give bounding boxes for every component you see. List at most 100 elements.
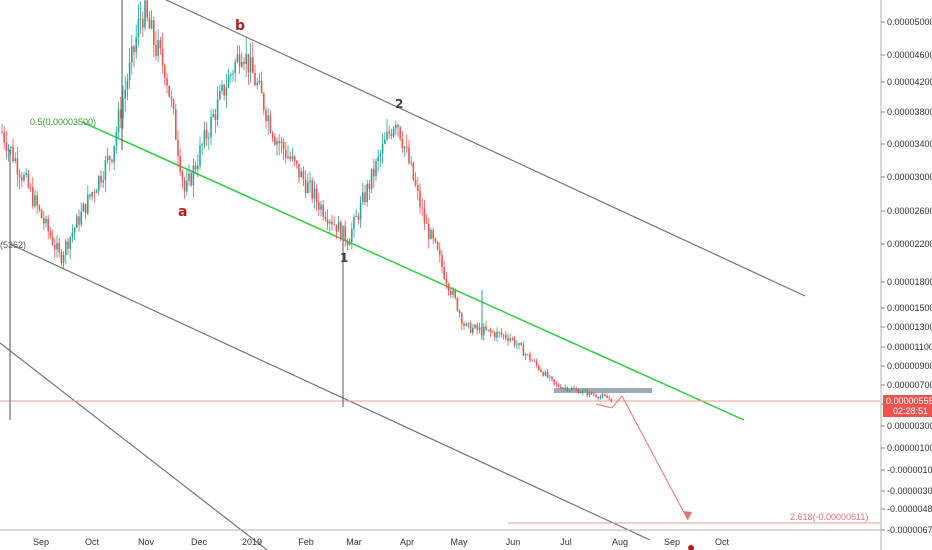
candle-body: [516, 344, 518, 346]
candle-body: [322, 204, 324, 217]
candle-body: [260, 80, 263, 94]
candle-body: [71, 232, 74, 238]
y-tick-label: 0.00001500: [887, 303, 932, 313]
candle-body: [458, 310, 461, 314]
candle-body: [131, 46, 133, 63]
projection-path[interactable]: [595, 395, 689, 521]
channel-middle-line[interactable]: [9, 243, 651, 541]
y-tick-label: 0.00001300: [887, 322, 932, 332]
candle-body: [307, 182, 309, 193]
candle-body: [311, 180, 313, 199]
candle-body: [166, 78, 168, 86]
candle-body: [128, 62, 131, 81]
candle-body: [456, 297, 459, 311]
y-tick-label: 0.00003400: [887, 139, 932, 149]
candle-body: [296, 160, 298, 164]
candle-body: [115, 131, 118, 146]
candle-body: [190, 173, 192, 186]
candle-body: [399, 127, 401, 139]
candle-body: [32, 187, 34, 207]
time-axis[interactable]: Sep Oct Nov Dec 2019 Feb Mar Apr May Jun Jul Aug Sep…: [33, 537, 730, 547]
y-tick-label: 0.00002600: [887, 206, 932, 216]
channel-upper-line[interactable]: [80, 0, 806, 297]
projection-arrowhead: [683, 511, 692, 520]
candle-body: [142, 18, 144, 28]
candle-body: [553, 379, 555, 384]
candle-body: [320, 204, 322, 210]
x-tick-label: May: [450, 537, 468, 547]
candle-body: [500, 332, 503, 335]
y-tick-label: -0.00000670: [887, 525, 932, 535]
candle-body: [397, 124, 399, 128]
support-zone-box[interactable]: [554, 388, 652, 393]
candle-body: [423, 208, 426, 223]
candle-body: [91, 192, 93, 197]
candle-body: [45, 218, 47, 224]
candle-body: [373, 168, 375, 177]
candle-body: [3, 132, 5, 143]
channel-lower-line[interactable]: [0, 250, 280, 550]
price-axis[interactable]: 0.00005000 0.00004600 0.00004200 0.00003800…: [881, 17, 932, 535]
candle-body: [509, 338, 511, 341]
candle-body: [84, 203, 87, 214]
y-tick-label: 0.00001100: [887, 342, 932, 352]
candle-body: [386, 131, 388, 140]
candle-body: [7, 147, 10, 152]
x-tick-label: Feb: [298, 537, 314, 547]
candle-body: [518, 343, 520, 345]
candle-body: [408, 147, 410, 164]
candle-body: [335, 224, 338, 232]
candle-body: [29, 187, 32, 189]
x-tick-label: Nov: [138, 537, 155, 547]
candle-body: [82, 203, 85, 212]
x-tick-label: Dec: [191, 537, 208, 547]
candle-body: [265, 110, 267, 122]
candle-body: [379, 154, 382, 157]
x-tick-label: Mar: [346, 537, 362, 547]
candle-body: [496, 332, 498, 338]
candle-body: [357, 215, 360, 220]
candle-body: [522, 345, 525, 356]
candle-body: [381, 143, 384, 154]
candle-body: [527, 354, 529, 355]
candle-body: [102, 180, 104, 183]
candle-body: [186, 181, 188, 192]
candle-body: [227, 75, 230, 88]
candle-body: [58, 243, 60, 253]
candle-body: [441, 255, 443, 268]
wave-label-b: b: [235, 18, 245, 34]
candle-body: [364, 192, 366, 203]
candle-body: [593, 394, 595, 396]
candle-body: [511, 338, 514, 339]
candle-body: [199, 145, 201, 166]
candle-body: [529, 354, 531, 361]
candle-body: [144, 0, 146, 28]
candle-body: [126, 80, 129, 90]
candle-body: [43, 218, 45, 224]
candle-body: [586, 390, 588, 395]
candle-body: [300, 171, 302, 178]
candle-body: [146, 0, 148, 18]
candle-body: [247, 54, 250, 73]
candle-body: [535, 361, 538, 366]
candle-body: [100, 175, 102, 183]
green-trendline[interactable]: [81, 121, 745, 421]
candle-body: [425, 222, 428, 224]
wave-label-a: a: [178, 204, 187, 220]
candle-body: [76, 216, 78, 228]
candle-body: [153, 20, 155, 45]
y-tick-label: 0.00002200: [887, 239, 932, 249]
candle-body: [410, 162, 412, 164]
y-tick-label: 0.00003000: [887, 172, 932, 182]
candle-body: [346, 240, 349, 246]
candle-body: [230, 74, 232, 76]
candle-body: [78, 216, 80, 225]
candle-body: [188, 173, 190, 181]
candle-body: [430, 230, 432, 239]
candle-body: [223, 84, 225, 96]
candle-body: [60, 252, 63, 263]
candle-body: [395, 124, 397, 129]
candle-body: [476, 324, 478, 330]
